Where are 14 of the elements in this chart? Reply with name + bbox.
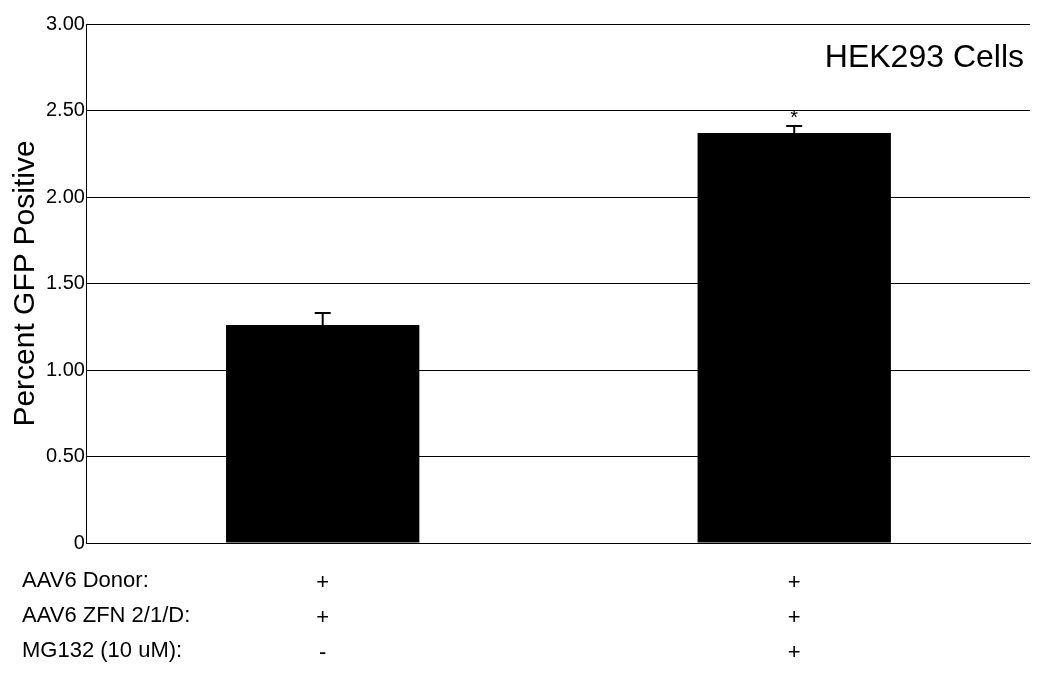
y-tick-label: 2.00 [45, 184, 85, 207]
text: AAV6 ZFN 2/1/D: [22, 601, 191, 627]
y-tick-label: 1.50 [45, 271, 85, 294]
text: MG132 (10 uM): [22, 636, 183, 662]
y-tick-label: 0.50 [45, 444, 85, 467]
y-tick-label: 3.00 [45, 11, 85, 34]
x-tick-label: + + - [316, 568, 330, 664]
y-axis-title: Percent GFP Positive [7, 140, 41, 427]
y-tick-label: 1.00 [45, 357, 85, 380]
chart-title: HEK293 Cells [824, 37, 1024, 74]
y-tick-label: 2.50 [45, 98, 85, 121]
x-tick-label: + + + [787, 568, 801, 664]
text: AAV6 Donor: [22, 566, 149, 592]
y-tick-label: 0 [73, 530, 85, 553]
